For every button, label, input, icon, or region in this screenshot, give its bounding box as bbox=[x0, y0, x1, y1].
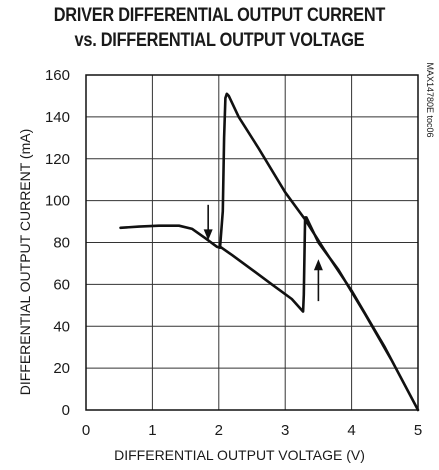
series-line bbox=[119, 92, 420, 412]
y-tick-label: 120 bbox=[45, 151, 70, 168]
x-tick-label: 1 bbox=[148, 422, 156, 439]
chart-title-line2: vs. DIFFERENTIAL OUTPUT VOLTAGE bbox=[74, 30, 365, 51]
y-tick-label: 40 bbox=[53, 318, 70, 335]
y-axis-label: DIFFERENTIAL OUTPUT CURRENT (mA) bbox=[17, 128, 33, 396]
x-tick-label: 5 bbox=[414, 422, 422, 439]
part-number-label: MAX14780E toc06 bbox=[425, 62, 435, 138]
y-tick-label: 140 bbox=[45, 109, 70, 126]
y-tick-label: 60 bbox=[53, 276, 70, 293]
x-tick-label: 0 bbox=[82, 422, 90, 439]
x-tick-label: 4 bbox=[347, 422, 355, 439]
arrow-down-icon bbox=[203, 204, 213, 241]
y-tick-label: 160 bbox=[45, 67, 70, 84]
x-tick-label: 3 bbox=[281, 422, 289, 439]
x-axis-label: DIFFERENTIAL OUTPUT VOLTAGE (V) bbox=[114, 447, 365, 463]
y-tick-label: 0 bbox=[62, 402, 70, 419]
y-tick-label: 80 bbox=[53, 235, 70, 252]
y-tick-label: 20 bbox=[53, 360, 70, 377]
y-tick-label: 100 bbox=[45, 193, 70, 210]
plot-frame bbox=[85, 74, 419, 411]
x-tick-label: 2 bbox=[215, 422, 223, 439]
chart-title-line1: DRIVER DIFFERENTIAL OUTPUT CURRENT bbox=[53, 5, 386, 26]
arrow-up-icon bbox=[313, 259, 323, 302]
